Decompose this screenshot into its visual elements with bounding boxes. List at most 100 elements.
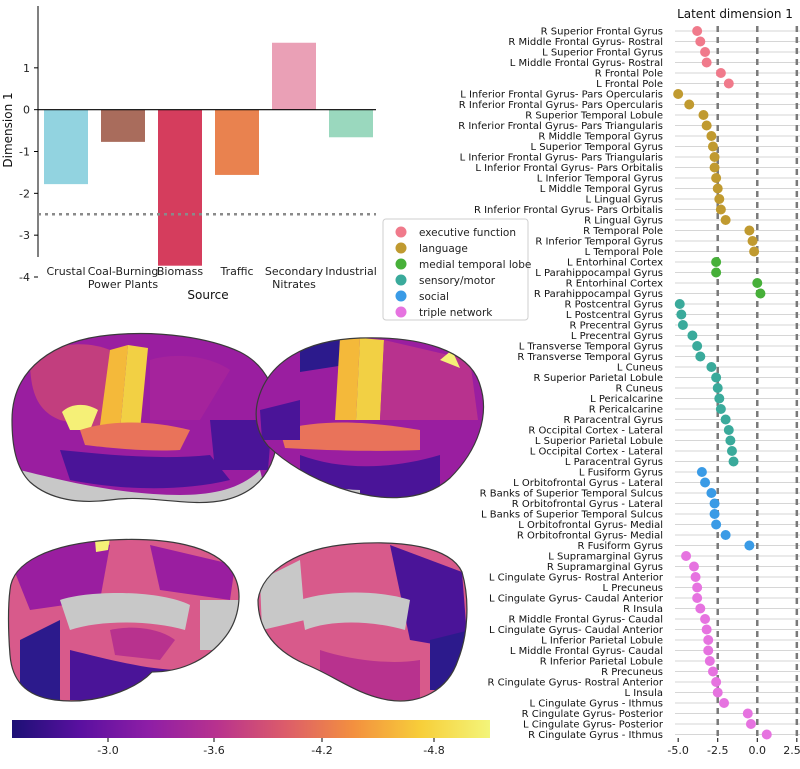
- dot-point: [711, 267, 722, 278]
- dot-point: [688, 561, 699, 572]
- bar-y-tick-label: -2: [19, 187, 30, 200]
- dot-x-tick-label: 2.5: [783, 744, 800, 757]
- dot-point: [706, 131, 717, 141]
- bar-x-tick-label: Traffic: [219, 265, 253, 278]
- dot-point: [712, 183, 723, 194]
- dot-region-label: L Middle Frontal Gyrus- Caudal: [510, 646, 663, 657]
- dot-region-label: L Lingual Gyrus: [585, 195, 663, 206]
- region-superior-frontal: [10, 541, 110, 610]
- bar: [329, 109, 373, 138]
- region-occipital: [260, 400, 300, 440]
- legend-frame: [382, 218, 529, 321]
- dot-point: [720, 215, 731, 225]
- dot-point: [752, 278, 763, 288]
- dot-region-label: R Lingual Gyrus: [584, 216, 663, 227]
- region-ventral-gray: [20, 470, 270, 503]
- dot-region-label: R Inferior Frontal Gyrus- Pars Orbitalis: [474, 205, 663, 216]
- brain-medial-left-outline: [7, 538, 240, 702]
- bar-y-tick-label: 1: [23, 62, 30, 75]
- brain-lateral-left-outline: [11, 332, 279, 504]
- dot-point: [700, 47, 711, 57]
- dot-point: [695, 351, 706, 362]
- legend-marker: [395, 306, 407, 318]
- region-postcentral: [335, 338, 360, 420]
- dot-region-label: L Superior Temporal Gyrus: [530, 142, 663, 153]
- dot-point: [696, 467, 707, 477]
- dot-point: [703, 645, 714, 656]
- dot-point: [745, 719, 756, 729]
- dot-point: [755, 288, 766, 299]
- region-corpus-callosum: [60, 593, 190, 630]
- dot-x-tick-label: 0.0: [749, 744, 767, 757]
- dot-point: [709, 509, 720, 519]
- bar-y-tick-label: -1: [19, 146, 30, 159]
- legend-label: sensory/motor: [419, 275, 496, 287]
- dot-point: [677, 320, 688, 330]
- dot-point: [698, 110, 709, 120]
- dot-region-label: L Precentral Gyrus: [571, 331, 663, 342]
- dot-region-label: L Entorhinal Cortex: [567, 258, 663, 269]
- dot-x-ticks: -5.0 -2.5 0.0 2.5: [667, 738, 800, 757]
- region-inferior-temporal: [60, 450, 230, 489]
- dot-point: [692, 582, 703, 593]
- brain-medial-right-outline: [257, 542, 468, 702]
- region-frontal-pole: [440, 350, 460, 368]
- dot-point: [687, 330, 698, 341]
- bar: [272, 42, 316, 110]
- dot-region-label: L Superior Parietal Lobule: [535, 436, 663, 447]
- dot-region-label: L Cingulate Gyrus - Ithmus: [530, 699, 663, 710]
- brain-lateral-right-outline: [255, 337, 484, 499]
- dot-point: [692, 341, 703, 351]
- dot-region-label: L Inferior Temporal Gyrus: [537, 174, 663, 185]
- dot-point: [706, 488, 717, 498]
- bar-bars: [44, 42, 373, 266]
- dot-reference-lines: [716, 26, 799, 741]
- colorbar-tick-label: -4.2: [311, 744, 332, 757]
- dot-region-label: R Superior Frontal Gyrus: [541, 27, 663, 38]
- dot-region-label: L Postcentral Gyrus: [566, 310, 663, 321]
- dot-point: [714, 194, 725, 204]
- region-temporal: [80, 422, 190, 451]
- region-precuneus: [150, 545, 235, 600]
- colorbar: [12, 720, 490, 738]
- dot-region-label: R Temporal Pole: [583, 226, 663, 237]
- legend-label: social: [419, 291, 449, 303]
- colorbar-ticks: -3.0 -3.6 -4.2 -4.8: [97, 738, 445, 757]
- dot-region-label: L Inferior Frontal Gyrus- Pars Opercular…: [460, 90, 663, 101]
- region-occipital-gray: [260, 560, 305, 630]
- dot-point: [681, 551, 692, 561]
- dot-point: [744, 540, 755, 551]
- dot-region-label: L Precuneus: [602, 583, 663, 594]
- dot-region-label: L Cingulate Gyrus- Caudal Anterior: [489, 594, 664, 605]
- legend-label: medial temporal lobe: [419, 259, 531, 271]
- dot-region-label: R Inferior Parietal Lobule: [540, 657, 663, 668]
- dot-region-label: R Occipital Cortex - Lateral: [528, 426, 663, 437]
- legend-marker: [395, 226, 407, 238]
- dot-region-label: L Middle Frontal Gyrus- Rostral: [510, 58, 663, 69]
- dot-region-label: R Frontal Pole: [595, 69, 663, 80]
- region-corpus-callosum: [300, 592, 410, 630]
- dot-point: [690, 572, 701, 582]
- dot-x-tick-label: -5.0: [667, 744, 688, 757]
- bar-y-ticks: 1 0 -1 -2 -3 -4: [19, 62, 38, 284]
- dot-point: [692, 593, 703, 603]
- dot-region-label: R Orbitofrontal Gyrus - Lateral: [512, 499, 663, 510]
- region-postcentral: [120, 345, 148, 430]
- dot-region-label: R Parahippocampal Gyrus: [534, 289, 663, 300]
- dot-region-label: R Precentral Gyrus: [570, 321, 663, 332]
- dot-region-label: L Orbitofrontal Gyrus - Lateral: [513, 478, 663, 489]
- bar: [215, 109, 259, 175]
- dot-region-label: L Occipital Cortex - Lateral: [530, 447, 663, 458]
- dot-point: [709, 162, 720, 173]
- dot-rows: [675, 30, 800, 735]
- brain-lateral-right: [256, 337, 484, 498]
- dot-point: [704, 656, 715, 666]
- dot-chart: Latent dimension 1 R Superior Frontal Gy…: [458, 7, 800, 757]
- dot-region-label: L Frontal Pole: [596, 79, 663, 90]
- dot-region-label: R Superior Temporal Lobule: [525, 111, 663, 122]
- legend-items: executive function language medial tempora…: [395, 226, 531, 319]
- dot-point: [707, 666, 718, 677]
- dot-point: [711, 173, 722, 183]
- dot-region-label: R Pericalcarine: [589, 405, 663, 416]
